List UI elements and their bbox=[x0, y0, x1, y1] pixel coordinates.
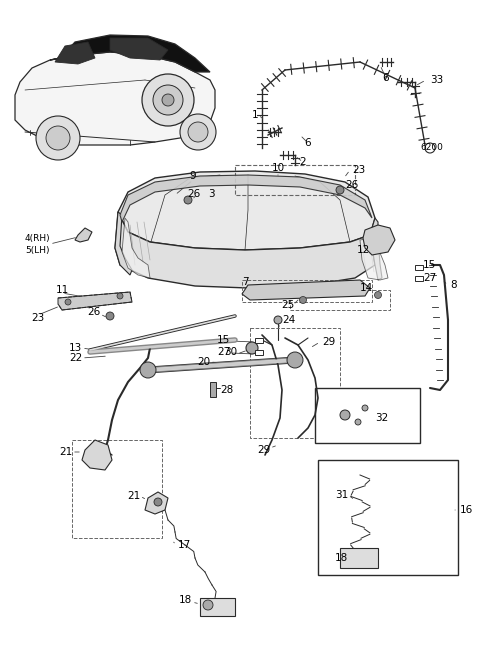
Text: 15: 15 bbox=[217, 335, 230, 345]
Text: 15: 15 bbox=[423, 260, 436, 270]
Text: 24: 24 bbox=[282, 315, 295, 325]
Text: 5(LH): 5(LH) bbox=[25, 245, 50, 255]
Polygon shape bbox=[110, 38, 168, 60]
Text: 23: 23 bbox=[352, 165, 365, 175]
Text: 6: 6 bbox=[305, 138, 312, 148]
Circle shape bbox=[117, 293, 123, 299]
Text: 30: 30 bbox=[224, 347, 237, 357]
Text: 17: 17 bbox=[178, 540, 191, 550]
Text: 13: 13 bbox=[69, 343, 82, 353]
Text: 23: 23 bbox=[31, 313, 45, 323]
Text: 6200: 6200 bbox=[420, 144, 444, 152]
Text: 26: 26 bbox=[345, 180, 358, 190]
Polygon shape bbox=[363, 225, 395, 255]
Polygon shape bbox=[118, 171, 375, 250]
Circle shape bbox=[425, 143, 435, 153]
Bar bbox=[255, 350, 263, 355]
Text: 12: 12 bbox=[357, 245, 370, 255]
Text: 29: 29 bbox=[322, 337, 335, 347]
Bar bbox=[340, 548, 378, 568]
Text: 4(RH): 4(RH) bbox=[24, 234, 50, 243]
Text: 18: 18 bbox=[179, 595, 192, 605]
Polygon shape bbox=[55, 42, 95, 64]
Circle shape bbox=[374, 291, 382, 298]
Circle shape bbox=[336, 186, 344, 194]
Polygon shape bbox=[115, 212, 375, 288]
Polygon shape bbox=[15, 52, 215, 145]
Text: 27: 27 bbox=[217, 347, 230, 357]
Bar bbox=[315, 388, 420, 443]
Text: 7: 7 bbox=[242, 277, 248, 287]
Text: 10: 10 bbox=[271, 163, 285, 173]
Text: 20: 20 bbox=[197, 357, 210, 367]
Text: 32: 32 bbox=[375, 413, 388, 423]
Circle shape bbox=[274, 316, 282, 324]
Circle shape bbox=[180, 114, 216, 150]
Polygon shape bbox=[370, 218, 382, 280]
Polygon shape bbox=[75, 228, 92, 242]
Circle shape bbox=[36, 116, 80, 160]
Circle shape bbox=[46, 126, 70, 150]
Bar bbox=[242, 280, 372, 302]
Circle shape bbox=[184, 196, 192, 204]
Polygon shape bbox=[115, 212, 132, 275]
Text: 26: 26 bbox=[187, 189, 200, 199]
Circle shape bbox=[355, 419, 361, 425]
Text: 27: 27 bbox=[423, 273, 436, 283]
Bar bbox=[235, 165, 355, 195]
Text: 28: 28 bbox=[220, 385, 233, 395]
Text: 6: 6 bbox=[383, 73, 389, 83]
Circle shape bbox=[153, 85, 183, 115]
Polygon shape bbox=[120, 175, 372, 222]
Circle shape bbox=[287, 352, 303, 368]
Bar bbox=[210, 382, 216, 397]
Text: 22: 22 bbox=[69, 353, 82, 363]
Bar bbox=[72, 440, 162, 538]
Text: 21: 21 bbox=[59, 447, 72, 457]
Text: 18: 18 bbox=[335, 553, 348, 563]
Circle shape bbox=[154, 498, 162, 506]
Polygon shape bbox=[242, 280, 370, 300]
Text: 31: 31 bbox=[335, 490, 348, 500]
Bar bbox=[415, 265, 423, 270]
Circle shape bbox=[65, 299, 71, 305]
Polygon shape bbox=[50, 35, 210, 72]
Text: 33: 33 bbox=[430, 75, 443, 85]
Text: 3: 3 bbox=[208, 189, 215, 199]
Text: 8: 8 bbox=[450, 280, 456, 290]
Bar bbox=[415, 276, 423, 281]
Polygon shape bbox=[58, 292, 132, 310]
Text: 21: 21 bbox=[127, 491, 140, 501]
Text: 29: 29 bbox=[257, 445, 270, 455]
Text: 25: 25 bbox=[282, 300, 295, 310]
Polygon shape bbox=[82, 440, 112, 470]
Text: 9: 9 bbox=[190, 171, 196, 181]
Circle shape bbox=[246, 342, 258, 354]
Circle shape bbox=[362, 405, 368, 411]
Text: 11: 11 bbox=[55, 285, 69, 295]
Bar bbox=[200, 598, 235, 616]
Circle shape bbox=[142, 74, 194, 126]
Polygon shape bbox=[122, 218, 150, 278]
Bar bbox=[250, 328, 340, 438]
Text: 14: 14 bbox=[360, 283, 373, 293]
Bar bbox=[290, 290, 390, 310]
Circle shape bbox=[106, 312, 114, 320]
Circle shape bbox=[140, 362, 156, 378]
Circle shape bbox=[340, 410, 350, 420]
Text: 1: 1 bbox=[252, 110, 258, 120]
Bar bbox=[255, 338, 263, 343]
Text: 16: 16 bbox=[460, 505, 473, 515]
Circle shape bbox=[300, 297, 307, 304]
Text: 2: 2 bbox=[300, 157, 306, 167]
Polygon shape bbox=[145, 492, 168, 514]
Circle shape bbox=[203, 600, 213, 610]
Bar bbox=[318, 460, 458, 575]
Circle shape bbox=[162, 94, 174, 106]
Polygon shape bbox=[360, 238, 388, 280]
Circle shape bbox=[188, 122, 208, 142]
Text: 26: 26 bbox=[87, 307, 100, 317]
